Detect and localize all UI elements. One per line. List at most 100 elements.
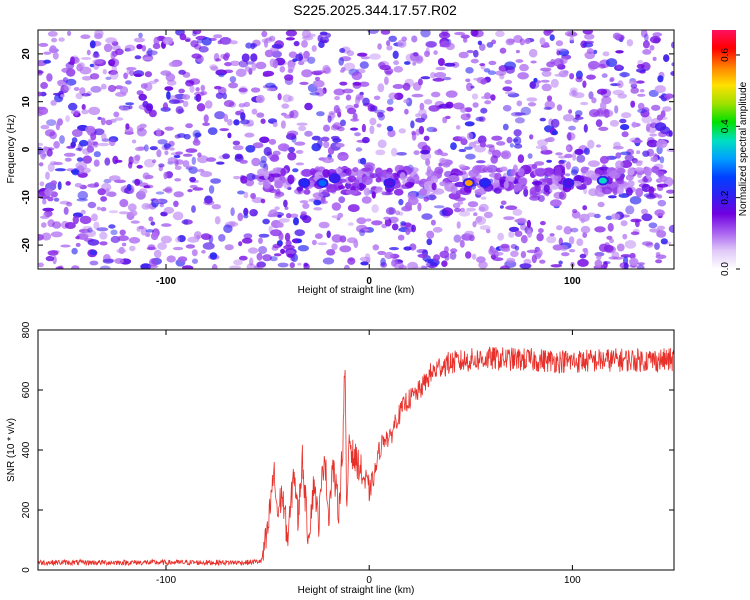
spectrogram-cell	[258, 266, 263, 269]
spectrogram-cell	[475, 216, 483, 223]
snr-y-tick-label: 600	[21, 381, 32, 398]
spectrogram-cell	[449, 251, 457, 260]
spectrogram-cell	[163, 206, 175, 214]
spectrogram-cell	[62, 77, 69, 83]
spectrogram-cell	[138, 225, 145, 230]
spectrogram-cell	[55, 122, 61, 131]
spectrogram-cell	[166, 91, 171, 100]
snr-x-tick-label: 100	[564, 575, 581, 586]
spectrogram-peak	[564, 179, 573, 186]
spectrogram-cell	[340, 69, 345, 73]
spectrogram-cell	[138, 188, 148, 195]
spectrogram-cell	[104, 157, 111, 166]
spectrogram-cell	[306, 33, 316, 38]
spectrogram-cell	[631, 121, 637, 128]
spectrogram-cell	[223, 224, 233, 233]
spectrogram-cell	[386, 45, 393, 51]
spectrogram-cell	[174, 134, 181, 139]
spectrogram-cell	[420, 265, 426, 269]
spectrogram-cell	[607, 222, 614, 232]
spectrogram-band-cell	[375, 186, 383, 193]
spectrogram-cell	[232, 145, 244, 151]
spectrogram-cell	[281, 103, 290, 109]
spectrogram-cell	[519, 63, 529, 72]
spectrogram-cell	[561, 252, 570, 257]
spectrogram-cell	[442, 76, 452, 81]
spectrogram-peak	[300, 179, 309, 186]
spectrogram-cell	[567, 132, 572, 141]
spectrogram-cell	[119, 86, 129, 95]
spectrogram-cell	[141, 45, 147, 52]
spectrogram-cell	[546, 61, 554, 67]
spectrogram-cell	[420, 30, 431, 38]
spectrogram-cell	[303, 262, 309, 267]
spectrogram-cell	[411, 266, 421, 269]
spectrogram-band-cell	[454, 181, 466, 188]
spectrogram-cell	[274, 194, 282, 199]
spectrogram-cell	[75, 147, 82, 151]
spectrogram-cell	[371, 204, 379, 213]
spectrogram-cell	[272, 243, 282, 249]
spectrogram-cell	[158, 163, 165, 168]
spectrogram-cell	[403, 99, 410, 104]
spectrogram-cell	[491, 39, 497, 45]
spectrogram-cell	[509, 143, 514, 148]
spectrogram-cell	[190, 40, 199, 48]
spectrogram-cell	[228, 220, 237, 225]
spectrogram-cell	[210, 178, 222, 184]
spectrogram-cell	[240, 112, 246, 121]
spectrogram-cell	[384, 68, 394, 75]
spectrogram-cell	[118, 105, 124, 110]
spectrogram-cell	[117, 235, 129, 242]
spectrogram-band-cell	[456, 190, 465, 195]
spectrogram-cell	[243, 207, 249, 216]
spectrogram-cell	[411, 93, 424, 98]
spectrogram-cell	[144, 174, 154, 180]
spectrogram-cell	[157, 139, 168, 145]
spectrogram-cell	[572, 208, 578, 214]
spectrogram-cell	[392, 84, 404, 89]
spectrogram-cell	[466, 207, 476, 212]
spectrogram-cell	[514, 230, 523, 237]
spectrogram-cell	[617, 80, 624, 89]
spectrogram-cell	[166, 255, 176, 263]
spectrogram-cell	[40, 150, 46, 160]
spectrogram-cell	[527, 229, 532, 238]
spectrogram-cell	[192, 187, 204, 191]
spectrogram-cell	[479, 43, 486, 51]
spectrogram-cell	[230, 207, 235, 217]
spectrogram-cell	[105, 187, 110, 197]
spectrogram-cell	[596, 88, 608, 95]
spectrogram-cell	[558, 70, 569, 78]
spectrogram-cell	[319, 31, 328, 36]
spectrogram-cell	[249, 209, 258, 217]
spectrogram-cell	[662, 106, 672, 112]
spectrogram-cell	[654, 85, 666, 94]
spectrogram-cell	[66, 202, 73, 207]
spectrogram-cell	[384, 218, 392, 227]
colorbar-ramp	[712, 30, 736, 269]
spectrogram-cell	[233, 259, 243, 266]
spectrogram-cell	[294, 141, 306, 146]
spectrogram-cell	[261, 30, 268, 38]
spectrogram-cell	[89, 260, 99, 266]
spectrogram-cell	[411, 132, 417, 141]
spectrogram-cell	[251, 197, 264, 204]
spectrogram-cell	[93, 221, 100, 230]
spectrogram-cell	[517, 217, 527, 225]
spectrogram-cell	[129, 69, 135, 77]
spectrogram-cell	[47, 196, 54, 202]
spectrogram-cell	[361, 196, 372, 204]
spectrogram-band-cell	[334, 167, 343, 174]
spectrogram-cell	[136, 164, 143, 169]
spectrogram-cell	[269, 154, 280, 162]
spectrogram-band-cell	[369, 173, 378, 179]
spectrogram-cell	[339, 48, 346, 53]
spectrogram-cell	[538, 228, 544, 234]
spectrogram-cell	[237, 212, 244, 222]
spectrogram-cell	[516, 100, 523, 107]
spectrogram-cell	[38, 91, 42, 97]
spectrogram-band-cell	[296, 186, 304, 191]
spectrogram-cell	[620, 151, 632, 156]
